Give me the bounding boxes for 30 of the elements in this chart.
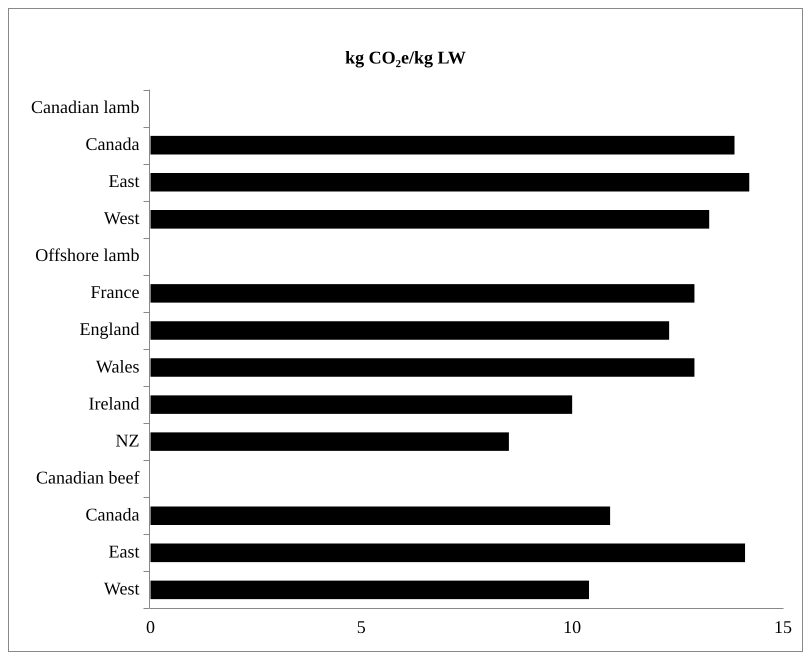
bar <box>150 358 694 377</box>
chart-title: kg CO₂e/kg LW <box>345 47 466 68</box>
bar <box>150 506 610 526</box>
bar <box>150 395 572 414</box>
y-tick-label: East <box>108 542 140 562</box>
y-tick-label: NZ <box>115 430 140 450</box>
y-tick-label: West <box>104 578 140 599</box>
y-tick-label: Canadian lamb <box>30 96 140 117</box>
y-tick-label: Canadian beef <box>36 467 140 488</box>
y-tick-label: Canada <box>85 134 140 154</box>
bar <box>150 210 710 229</box>
bar <box>150 544 746 562</box>
y-tick-label: Wales <box>96 356 140 376</box>
bar <box>150 284 694 303</box>
y-tick-label: East <box>108 170 140 191</box>
bar <box>150 136 735 154</box>
bar <box>150 321 670 340</box>
x-tick-label: 5 <box>356 616 366 637</box>
y-tick-label: West <box>104 208 140 228</box>
x-tick-label: 15 <box>774 616 792 637</box>
x-tick-label: 10 <box>563 616 582 637</box>
bar <box>150 432 509 451</box>
y-tick-label: Offshore lamb <box>35 245 140 266</box>
bar <box>150 172 750 192</box>
y-tick-label: France <box>90 282 140 302</box>
bar <box>150 580 590 600</box>
y-tick-label: Canada <box>85 504 140 524</box>
x-tick-label: 0 <box>146 616 155 637</box>
y-tick-label: England <box>79 319 140 340</box>
y-tick-label: Ireland <box>88 393 140 414</box>
